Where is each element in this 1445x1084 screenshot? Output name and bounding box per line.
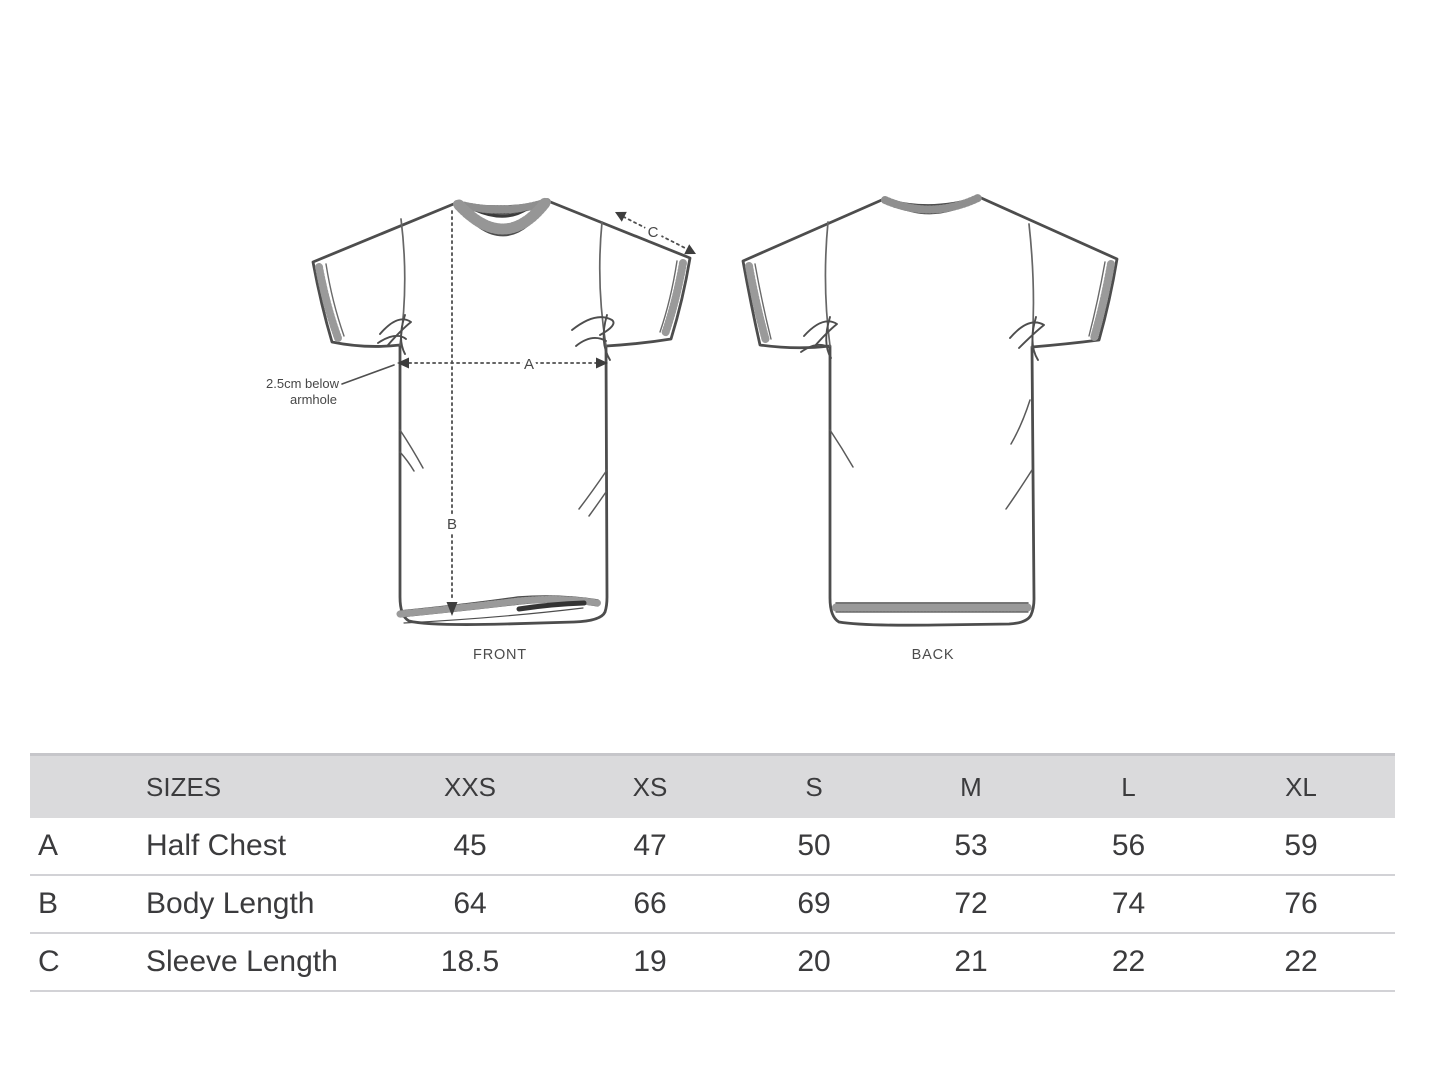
back-collar-rib xyxy=(881,194,982,214)
front-right-cuff-inner-line xyxy=(659,260,678,333)
tshirt-front-drawing xyxy=(311,197,692,626)
front-body-outline xyxy=(311,199,692,626)
size-value: 21 xyxy=(892,933,1050,992)
back-body-outline xyxy=(741,195,1119,627)
front-hem-fold-line xyxy=(403,607,584,624)
back-left-armpit-pinch xyxy=(800,316,838,359)
front-right-armpit-pinch xyxy=(571,314,615,361)
back-right-cuff-rib xyxy=(1090,260,1115,342)
measure-a-left-arrowhead xyxy=(397,357,409,369)
front-left-cuff-inner-line xyxy=(325,263,345,337)
column-header-sizes: SIZES xyxy=(135,753,376,818)
front-right-cuff-rib xyxy=(661,259,687,338)
front-view-label: FRONT xyxy=(473,647,527,663)
size-value: 19 xyxy=(564,933,736,992)
corner-header-cell xyxy=(30,753,135,818)
measure-c-lower-arrowhead xyxy=(684,244,696,255)
front-left-cuff-rib xyxy=(315,263,342,342)
measure-label-b: B xyxy=(447,516,457,533)
measure-label-c: C xyxy=(648,224,659,241)
front-hem-dark-patch xyxy=(516,600,587,612)
size-value: 47 xyxy=(564,818,736,876)
column-header-xxs: XXS xyxy=(376,753,564,818)
size-value: 64 xyxy=(376,875,564,934)
front-left-armpit-pinch xyxy=(377,314,412,355)
size-value: 56 xyxy=(1050,818,1207,876)
table-header-row: SIZES XXS XS S M L XL xyxy=(30,753,1395,818)
column-header-s: S xyxy=(736,753,892,818)
row-letter: C xyxy=(30,933,135,992)
column-header-l: L xyxy=(1050,753,1207,818)
measurement-annotations xyxy=(341,210,696,616)
measurement-name: Half Chest xyxy=(135,818,376,876)
size-value: 50 xyxy=(736,818,892,876)
size-value: 18.5 xyxy=(376,933,564,992)
front-right-side-wrinkle xyxy=(578,469,608,517)
measure-line-c xyxy=(617,213,694,253)
size-value: 66 xyxy=(564,875,736,934)
size-value: 76 xyxy=(1207,875,1395,934)
size-value: 22 xyxy=(1050,933,1207,992)
measurement-name: Body Length xyxy=(135,875,376,934)
size-table: SIZES XXS XS S M L XL A Half Chest 45 47… xyxy=(30,753,1395,992)
column-header-xl: XL xyxy=(1207,753,1395,818)
front-collar-shadow xyxy=(474,210,528,218)
armhole-note-pointer xyxy=(341,364,395,385)
front-collar-rib xyxy=(453,197,551,235)
front-hem-rib xyxy=(396,595,602,618)
armhole-note-line1: 2.5cm below xyxy=(266,376,340,391)
row-letter: B xyxy=(30,875,135,934)
size-value: 45 xyxy=(376,818,564,876)
tshirt-measurement-diagram: A B C 2.5cm below armhole FRONT BACK xyxy=(266,194,1119,663)
diagram-text-labels: A B C 2.5cm below armhole FRONT BACK xyxy=(266,220,955,663)
measure-a-right-arrowhead xyxy=(596,357,608,369)
row-letter: A xyxy=(30,818,135,876)
size-table-section: SIZES XXS XS S M L XL A Half Chest 45 47… xyxy=(30,753,1395,992)
back-left-cuff-rib xyxy=(745,262,770,345)
measure-c-upper-arrowhead xyxy=(615,211,627,222)
measurement-name: Sleeve Length xyxy=(135,933,376,992)
size-value: 69 xyxy=(736,875,892,934)
size-value: 53 xyxy=(892,818,1050,876)
size-value: 22 xyxy=(1207,933,1395,992)
back-left-side-wrinkle xyxy=(829,429,854,468)
size-value: 74 xyxy=(1050,875,1207,934)
measure-b-arrowhead xyxy=(446,602,458,616)
back-left-cuff-inner-line xyxy=(754,263,772,340)
table-row: B Body Length 64 66 69 72 74 76 xyxy=(30,875,1395,934)
column-header-xs: XS xyxy=(564,753,736,818)
front-left-side-wrinkle xyxy=(399,429,424,472)
back-right-armpit-pinch xyxy=(1009,316,1045,361)
back-right-cuff-inner-line xyxy=(1088,261,1106,337)
table-row: A Half Chest 45 47 50 53 56 59 xyxy=(30,818,1395,876)
armhole-note-line2: armhole xyxy=(290,392,337,407)
size-value: 20 xyxy=(736,933,892,992)
column-header-m: M xyxy=(892,753,1050,818)
back-right-underarm-wrinkle xyxy=(1005,399,1033,510)
size-value: 59 xyxy=(1207,818,1395,876)
table-row: C Sleeve Length 18.5 19 20 21 22 22 xyxy=(30,933,1395,992)
back-view-label: BACK xyxy=(912,647,955,663)
measure-label-a: A xyxy=(524,356,534,373)
size-value: 72 xyxy=(892,875,1050,934)
tshirt-back-drawing xyxy=(741,194,1119,627)
